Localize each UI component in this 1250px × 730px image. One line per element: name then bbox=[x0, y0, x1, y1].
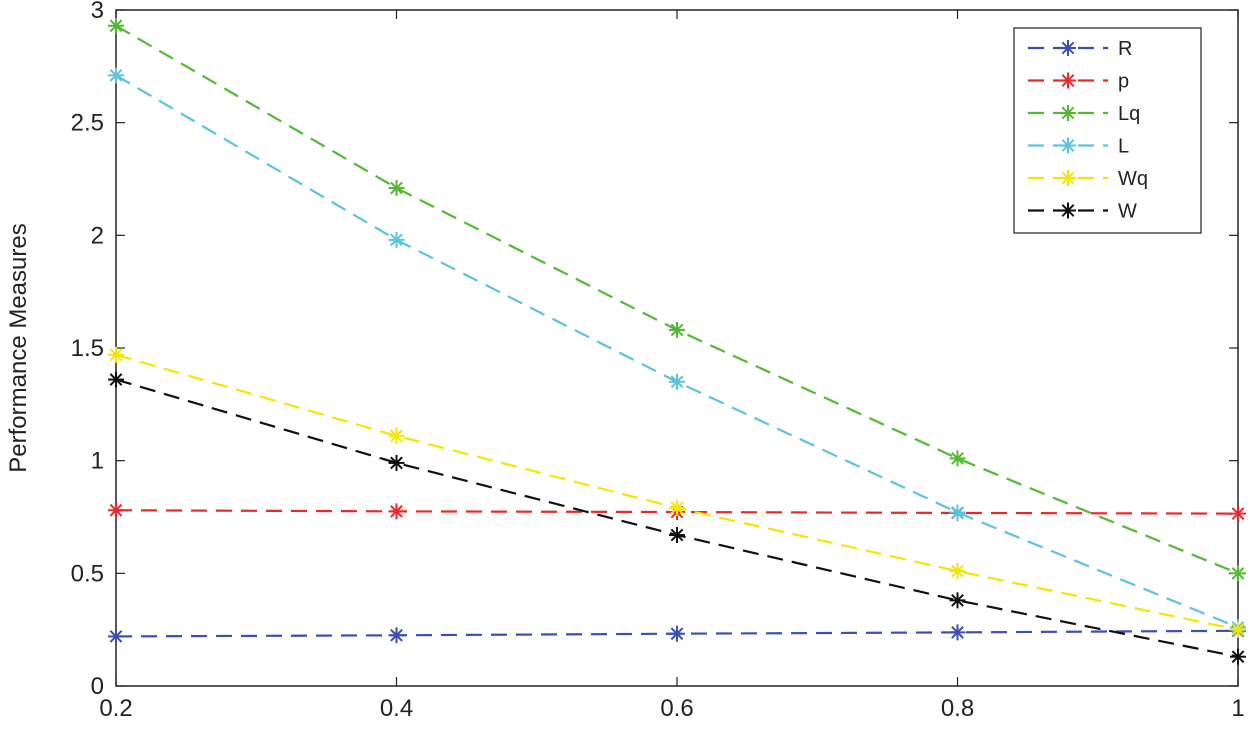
y-tick-label: 2 bbox=[91, 222, 104, 249]
legend-entry-l: L bbox=[1028, 136, 1129, 158]
data-point-p bbox=[1230, 505, 1246, 522]
data-point-w bbox=[669, 527, 685, 544]
y-tick-label: 1.5 bbox=[71, 335, 104, 362]
data-point-w bbox=[388, 454, 405, 471]
data-point-lq bbox=[388, 180, 405, 197]
legend-marker-l bbox=[1060, 137, 1076, 154]
data-point-lq bbox=[108, 17, 124, 34]
data-point-w bbox=[949, 592, 966, 609]
y-tick-label: 3 bbox=[91, 0, 104, 24]
data-point-lq bbox=[949, 450, 966, 467]
data-point-w bbox=[1230, 648, 1246, 665]
legend-entry-r: R bbox=[1028, 38, 1132, 60]
y-tick-label: 0 bbox=[91, 673, 104, 700]
legend-marker-p bbox=[1060, 72, 1076, 89]
legend-box bbox=[1013, 27, 1202, 234]
series-r bbox=[108, 622, 1246, 645]
series-line-wq bbox=[115, 353, 1239, 631]
y-tick-label: 1 bbox=[91, 448, 104, 475]
legend-label-r: R bbox=[1118, 38, 1132, 60]
data-point-p bbox=[108, 502, 124, 519]
data-point-p bbox=[388, 503, 405, 520]
data-point-wq bbox=[388, 427, 405, 444]
series-l bbox=[108, 67, 1246, 636]
data-point-r bbox=[949, 624, 966, 641]
x-tick-label: 1 bbox=[1231, 695, 1244, 722]
data-point-wq bbox=[669, 499, 685, 516]
data-point-l bbox=[388, 231, 405, 248]
data-point-l bbox=[108, 67, 124, 84]
data-point-lq bbox=[669, 321, 685, 338]
data-point-wq bbox=[108, 346, 124, 363]
data-point-w bbox=[108, 371, 124, 388]
legend-entry-w: W bbox=[1028, 201, 1137, 223]
legend-entry-wq: Wq bbox=[1028, 168, 1148, 190]
legend-label-lq: Lq bbox=[1118, 103, 1140, 125]
data-point-r bbox=[669, 625, 685, 642]
legend-entry-p: p bbox=[1028, 71, 1129, 93]
data-point-wq bbox=[949, 563, 966, 580]
legend-label-l: L bbox=[1118, 136, 1129, 158]
legend-marker-w bbox=[1060, 202, 1076, 219]
data-point-r bbox=[108, 628, 124, 645]
x-tick-label: 0.8 bbox=[941, 695, 974, 722]
y-tick-label: 2.5 bbox=[71, 110, 104, 137]
y-tick-label: 0.5 bbox=[71, 560, 104, 587]
legend-entry-lq: Lq bbox=[1028, 103, 1140, 125]
series-lq bbox=[108, 17, 1246, 582]
x-tick-label: 0.6 bbox=[660, 695, 693, 722]
series-wq bbox=[108, 346, 1246, 638]
data-point-wq bbox=[1230, 621, 1246, 638]
x-tick-label: 0.4 bbox=[380, 695, 413, 722]
y-axis-label: Performance Measures bbox=[5, 223, 32, 472]
legend-label-p: p bbox=[1118, 71, 1129, 93]
data-point-l bbox=[669, 373, 685, 390]
legend-marker-r bbox=[1060, 40, 1076, 56]
data-point-l bbox=[949, 504, 966, 521]
series-w bbox=[108, 371, 1246, 665]
data-point-lq bbox=[1230, 565, 1246, 582]
legend-label-wq: Wq bbox=[1118, 168, 1148, 190]
data-point-r bbox=[388, 627, 405, 644]
x-tick-label: 0.2 bbox=[99, 695, 132, 722]
legend-marker-wq bbox=[1060, 170, 1076, 186]
legend-marker-lq bbox=[1060, 105, 1076, 121]
legend-label-w: W bbox=[1118, 201, 1137, 223]
